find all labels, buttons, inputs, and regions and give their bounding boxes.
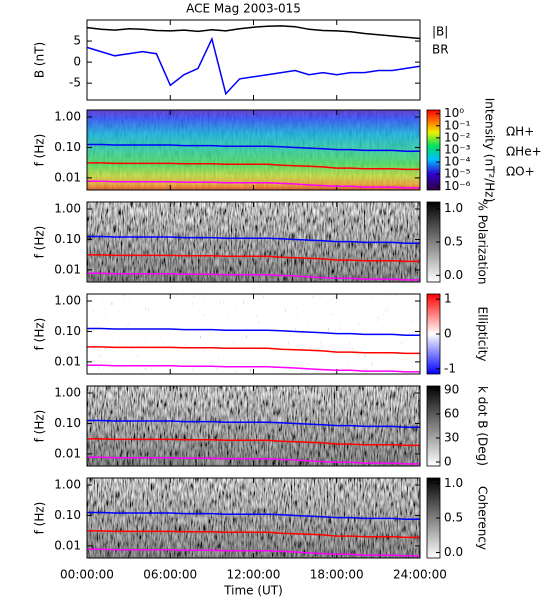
plot-frame: [86, 19, 421, 101]
colorbar-tick-label: 1.0: [444, 476, 463, 490]
y-tick-label: 1.00: [54, 386, 81, 400]
x-tick-label: 12:00:00: [227, 568, 281, 582]
colorbar-tick-label: 10⁻⁴: [444, 155, 471, 169]
data-line: [87, 364, 420, 373]
y-axis-label: f (Hz): [33, 318, 47, 351]
colorbar-tick-label: 10⁻¹: [444, 118, 471, 132]
y-axis-label: f (Hz): [33, 410, 47, 443]
x-tick-label: 18:00:00: [310, 568, 364, 582]
legend-label: ΩO+: [506, 165, 535, 179]
y-tick-label: 5: [73, 34, 81, 48]
y-tick-label: 0.10: [54, 140, 81, 154]
legend-label: ΩHe+: [506, 145, 542, 159]
y-tick-label: 0.10: [54, 324, 81, 338]
y-tick-label: 0.10: [54, 508, 81, 522]
y-tick-label: -5: [69, 76, 81, 90]
data-line: [87, 272, 420, 281]
legend-label: |B|: [432, 25, 448, 39]
colorbar-label: Ellipticity: [476, 307, 490, 362]
y-tick-label: 1.00: [54, 202, 81, 216]
data-line: [87, 438, 420, 447]
plot-frame: [86, 385, 421, 467]
colorbar-label: Coherency: [476, 486, 490, 550]
data-line: [87, 419, 420, 429]
plot-frame: [86, 201, 421, 283]
colorbar-tick-label: 10⁻³: [444, 143, 471, 157]
colorbar-tick-label: -1: [444, 361, 456, 375]
y-tick-label: 0.10: [54, 416, 81, 430]
data-line: [87, 327, 420, 337]
data-line: [87, 548, 420, 557]
x-tick-label: 06:00:00: [143, 568, 197, 582]
colorbar-tick-label: 10⁻²: [444, 130, 471, 144]
data-line: [87, 530, 420, 539]
data-line: [87, 180, 420, 189]
colorbar-tick-label: 90: [444, 383, 459, 397]
data-line: [87, 254, 420, 263]
y-axis-label: f (Hz): [33, 502, 47, 535]
y-tick-label: 0.01: [54, 170, 81, 184]
y-tick-label: 0.01: [54, 538, 81, 552]
y-tick-label: 1.00: [54, 478, 81, 492]
y-tick-label: 0.01: [54, 354, 81, 368]
x-tick-label: 00:00:00: [60, 568, 114, 582]
colorbar-tick-label: 10⁰: [444, 106, 464, 120]
data-line: [87, 162, 420, 171]
colorbar-tick-label: 60: [444, 407, 459, 421]
y-tick-label: 1.00: [54, 294, 81, 308]
colorbar-tick-label: 30: [444, 431, 459, 445]
y-tick-label: 0.10: [54, 232, 81, 246]
y-tick-label: 0.01: [54, 262, 81, 276]
chart-title: ACE Mag 2003-015: [186, 2, 301, 16]
colorbar-label: % Polarization: [476, 200, 490, 285]
data-line: [86, 36, 421, 96]
legend-label: ΩH+: [506, 125, 534, 139]
colorbar-tick-label: 0: [444, 327, 452, 341]
y-axis-label: f (Hz): [33, 226, 47, 259]
colorbar-tick-label: 0.5: [444, 511, 463, 525]
y-tick-label: 0.01: [54, 446, 81, 460]
legend-label: BR: [432, 43, 449, 57]
plot-frame: [86, 477, 421, 559]
plot-frame: [86, 109, 421, 191]
data-line: [87, 511, 420, 521]
colorbar: [426, 385, 441, 467]
colorbar-label: k dot B (Deg): [476, 386, 490, 466]
data-line: [87, 143, 420, 153]
colorbar-tick-label: 1: [444, 292, 452, 306]
data-line: [87, 235, 420, 245]
data-line: [87, 456, 420, 465]
x-axis-label: Time (UT): [223, 584, 283, 598]
colorbar-tick-label: 0.5: [444, 235, 463, 249]
y-axis-label: B (nT): [33, 42, 47, 78]
plot-frame: [86, 293, 421, 375]
data-line: [86, 25, 421, 40]
colorbar-tick-label: 0: [444, 455, 452, 469]
y-tick-label: 0: [73, 55, 81, 69]
colorbar-tick-label: 0.0: [444, 545, 463, 559]
colorbar-tick-label: 1.0: [444, 201, 463, 215]
colorbar-tick-label: 10⁻⁶: [444, 179, 471, 193]
y-tick-label: 1.00: [54, 110, 81, 124]
colorbar-tick-label: 10⁻⁵: [444, 167, 471, 181]
data-line: [87, 346, 420, 355]
y-axis-label: f (Hz): [33, 134, 47, 167]
colorbar-label: Intensity (nT²/Hz): [483, 98, 497, 203]
x-tick-label: 24:00:00: [393, 568, 447, 582]
colorbar-tick-label: 0.0: [444, 268, 463, 282]
